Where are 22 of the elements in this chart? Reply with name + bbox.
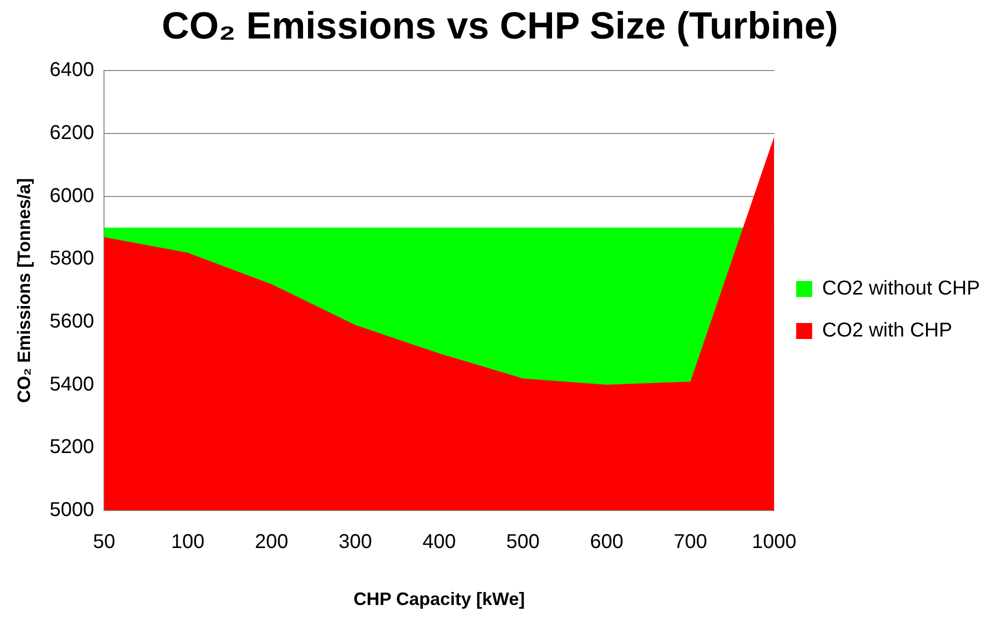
- y-tick-label: 6400: [50, 59, 94, 82]
- x-axis-title: CHP Capacity [kWe]: [353, 589, 525, 610]
- x-tick-label: 300: [338, 530, 372, 553]
- x-tick-label: 600: [590, 530, 624, 553]
- x-tick-label: 50: [92, 530, 116, 553]
- y-tick-label: 5400: [50, 373, 94, 396]
- y-axis-title: CO₂ Emissions [Tonnes/a]: [14, 178, 34, 403]
- x-tick-label: 700: [674, 530, 708, 553]
- x-tick-label: 100: [171, 530, 205, 553]
- y-tick-label: 5000: [50, 498, 94, 521]
- y-tick-label: 5800: [50, 248, 94, 270]
- legend-label: CO2 without CHP: [822, 278, 980, 300]
- y-tick-label: 5600: [50, 310, 94, 332]
- y-tick-label: 5200: [50, 436, 94, 458]
- legend-label: CO2 with CHP: [822, 320, 952, 342]
- x-tick-label: 500: [506, 530, 540, 553]
- x-tick-label: 1000: [752, 530, 796, 553]
- x-tick-label: 400: [422, 530, 456, 553]
- y-tick-label: 6200: [50, 122, 94, 144]
- x-tick-label: 200: [254, 530, 288, 553]
- chart-title: CO₂ Emissions vs CHP Size (Turbine): [162, 5, 838, 48]
- y-tick-label: 6000: [50, 184, 94, 207]
